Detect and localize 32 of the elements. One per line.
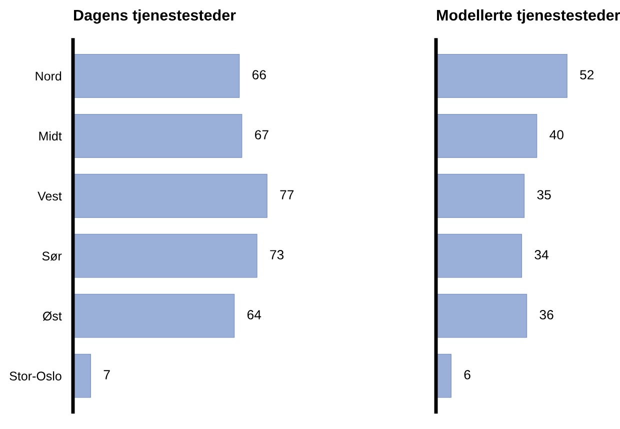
bar: [436, 354, 452, 398]
data-label: 66: [252, 70, 266, 80]
data-label: 67: [255, 130, 268, 140]
bar: [73, 114, 242, 158]
data-label: 52: [580, 70, 594, 80]
bar: [73, 294, 235, 338]
bar: [73, 54, 240, 98]
bar: [436, 174, 525, 218]
data-label: 77: [280, 190, 294, 200]
data-label: 36: [540, 310, 554, 320]
chart-title: Modellerte tjenestesteder: [437, 9, 620, 24]
data-label: 40: [550, 130, 564, 140]
bar: [73, 234, 258, 278]
bar: [436, 234, 522, 278]
y-tick-label: Nord: [36, 71, 62, 81]
bar: [436, 294, 528, 338]
chart-title: Dagens tjenestesteder: [74, 9, 236, 24]
bar: [73, 174, 268, 218]
y-tick-label: Stor-Oslo: [10, 371, 62, 380]
y-tick-label: Midt: [39, 131, 62, 141]
bar: [436, 54, 568, 98]
data-label: 7: [104, 370, 110, 380]
data-label: 73: [270, 250, 284, 260]
y-tick-label: Sør: [42, 252, 62, 261]
data-label: 35: [537, 190, 551, 200]
y-tick-label: Øst: [42, 311, 62, 321]
data-label: 34: [534, 250, 548, 260]
bar: [73, 354, 91, 398]
data-label: 6: [464, 370, 470, 380]
bar: [436, 114, 538, 158]
data-label: 64: [247, 310, 262, 320]
y-tick-label: Vest: [38, 192, 62, 201]
